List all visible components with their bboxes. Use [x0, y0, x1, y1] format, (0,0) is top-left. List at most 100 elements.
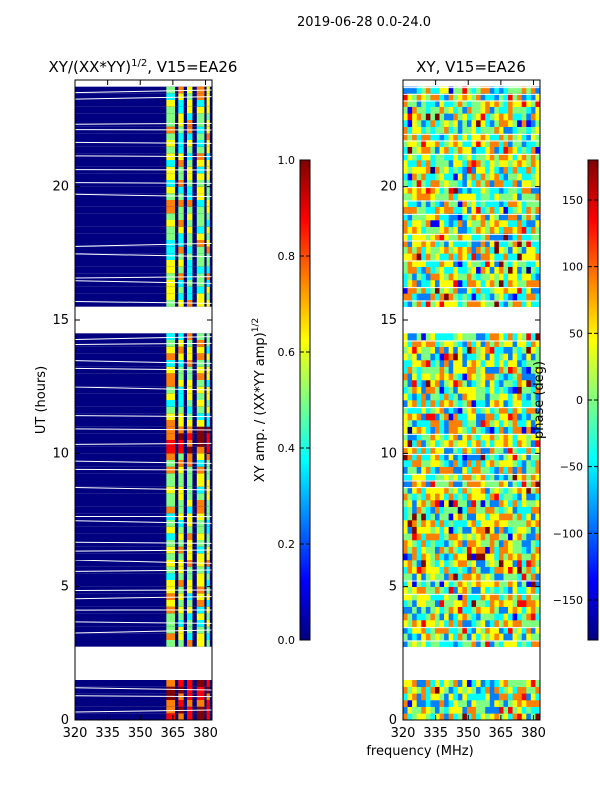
heatmap-cell	[503, 566, 509, 574]
y-tick-label: 0	[389, 713, 397, 728]
heatmap-cell	[489, 293, 495, 301]
heatmap-cell	[480, 413, 486, 421]
heatmap-cell	[508, 586, 513, 594]
heatmap-cell	[494, 353, 500, 361]
heatmap-cell	[462, 286, 468, 294]
heatmap-cell	[407, 253, 413, 261]
heatmap-cell	[476, 153, 481, 161]
heatmap-cell	[403, 466, 408, 474]
heatmap-cell	[407, 86, 413, 94]
heatmap-cell	[471, 140, 477, 147]
heatmap-cell	[444, 640, 449, 647]
heatmap-cell	[526, 153, 532, 161]
heatmap-cell	[508, 466, 513, 474]
heatmap-cell	[457, 586, 463, 594]
heatmap-cell	[526, 413, 532, 421]
heatmap-cell	[489, 226, 495, 234]
heatmap-cell	[407, 353, 413, 361]
heatmap-cell	[416, 600, 422, 607]
heatmap-cell	[503, 700, 509, 707]
heatmap-cell	[425, 286, 431, 294]
heatmap-cell	[444, 86, 449, 94]
heatmap-cell	[535, 626, 540, 634]
heatmap-cell	[494, 120, 500, 127]
heatmap-cell	[407, 226, 413, 234]
heatmap-cell	[448, 600, 454, 607]
heatmap-cell	[521, 400, 527, 407]
heatmap-cell	[471, 533, 477, 541]
heatmap-cell	[439, 626, 445, 634]
heatmap-cell	[439, 126, 445, 134]
y-tick-label: 10	[52, 446, 69, 461]
heatmap-cell	[517, 86, 523, 94]
heatmap-cell	[503, 520, 509, 527]
heatmap-cell	[503, 240, 509, 247]
heatmap-cell	[489, 240, 495, 247]
heatmap-channel-cell	[178, 93, 184, 100]
heatmap-cell	[512, 340, 518, 347]
heatmap-cell	[466, 453, 472, 461]
heatmap-cell	[503, 486, 509, 494]
heatmap-channel-cell	[206, 146, 210, 154]
heatmap-cell	[526, 620, 532, 627]
heatmap-cell	[494, 146, 500, 154]
heatmap-cell	[444, 506, 449, 514]
heatmap-cell	[535, 553, 540, 561]
heatmap-cell	[457, 513, 463, 521]
heatmap-cell	[425, 140, 431, 147]
heatmap-cell	[462, 246, 468, 254]
heatmap-cell	[530, 620, 536, 627]
heatmap-cell	[430, 286, 436, 294]
heatmap-cell	[425, 566, 431, 574]
heatmap-cell	[421, 693, 427, 701]
heatmap-cell	[530, 406, 536, 414]
heatmap-cell	[503, 460, 509, 467]
heatmap-cell	[425, 546, 431, 554]
heatmap-cell	[425, 240, 431, 247]
heatmap-cell	[412, 360, 417, 367]
heatmap-cell	[430, 626, 436, 634]
heatmap-cell	[512, 593, 518, 601]
heatmap-cell	[498, 226, 504, 234]
heatmap-cell	[444, 420, 449, 427]
heatmap-cell	[434, 466, 440, 474]
heatmap-cell	[457, 500, 463, 507]
heatmap-channel-cell	[166, 386, 176, 394]
heatmap-cell	[434, 173, 440, 181]
heatmap-cell	[403, 520, 408, 527]
heatmap-channel-cell	[186, 493, 193, 500]
heatmap-cell	[489, 420, 495, 427]
heatmap-cell	[494, 153, 500, 161]
heatmap-cell	[485, 113, 491, 121]
heatmap-cell	[466, 680, 472, 687]
heatmap-cell	[425, 380, 431, 387]
heatmap-cell	[480, 640, 486, 647]
heatmap-cell	[439, 533, 445, 541]
heatmap-channel-cell	[166, 493, 176, 500]
heatmap-row	[75, 413, 212, 420]
heatmap-cell	[453, 120, 459, 127]
heatmap-cell	[503, 586, 509, 594]
heatmap-cell	[485, 353, 491, 361]
heatmap-channel-cell	[186, 346, 193, 354]
heatmap-cell	[430, 93, 436, 101]
heatmap-cell	[498, 513, 504, 521]
heatmap-cell	[521, 520, 527, 527]
heatmap-cell	[494, 506, 500, 514]
heatmap-cell	[466, 226, 472, 234]
heatmap-cell	[517, 693, 523, 701]
heatmap-cell	[444, 133, 449, 141]
heatmap-cell	[439, 346, 445, 354]
heatmap-cell	[457, 433, 463, 441]
heatmap-cell	[535, 193, 540, 201]
heatmap-cell	[512, 173, 518, 181]
heatmap-cell	[480, 626, 486, 634]
heatmap-cell	[448, 286, 454, 294]
heatmap-cell	[421, 166, 427, 174]
heatmap-cell	[485, 626, 491, 634]
heatmap-cell	[466, 526, 472, 534]
heatmap-cell	[494, 520, 500, 527]
heatmap-cell	[476, 93, 481, 101]
heatmap-cell	[498, 266, 504, 274]
heatmap-cell	[425, 493, 431, 501]
